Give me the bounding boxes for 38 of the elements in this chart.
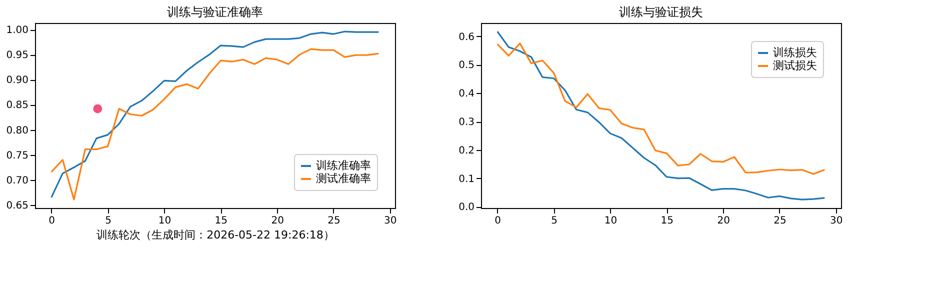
- legend-label: 测试损失: [773, 59, 817, 72]
- chart-title: 训练与验证损失: [619, 5, 703, 19]
- x-tick-label: 10: [604, 216, 618, 226]
- x-tick-label: 0: [48, 216, 56, 226]
- chart-title: 训练与验证准确率: [167, 5, 263, 19]
- y-tick-label: 0.2: [458, 145, 474, 156]
- y-tick-label: 0.4: [458, 88, 474, 100]
- x-tick-label: 20: [271, 216, 284, 226]
- x-tick-label: 30: [384, 216, 397, 226]
- x-axis-title: 训练轮次（生成时间：2026-05-22 19:26:18）: [96, 228, 334, 242]
- y-tick-label: 0.75: [6, 150, 28, 162]
- y-tick-label: 0.3: [458, 117, 474, 128]
- y-tick-label: 0.90: [6, 75, 28, 86]
- legend-label: 训练损失: [773, 46, 817, 59]
- legend-label: 训练准确率: [316, 159, 371, 172]
- y-tick-label: 0.5: [458, 60, 474, 72]
- x-tick-label: 5: [551, 216, 558, 226]
- y-tick-label: 0.70: [6, 175, 28, 186]
- x-tick-label: 10: [158, 216, 172, 226]
- x-tick-label: 15: [660, 216, 674, 226]
- y-tick-label: 0.6: [458, 32, 474, 43]
- x-tick-label: 20: [717, 216, 730, 226]
- y-tick-label: 1.00: [6, 25, 28, 36]
- x-tick-label: 0: [494, 216, 502, 226]
- y-tick-label: 0.0: [458, 202, 474, 214]
- x-tick-label: 30: [830, 216, 843, 226]
- y-tick-label: 0.65: [6, 200, 28, 212]
- x-tick-label: 5: [105, 216, 112, 226]
- x-tick-label: 25: [774, 216, 786, 226]
- y-tick-label: 0.85: [6, 100, 28, 112]
- line-series: [496, 30, 826, 200]
- x-tick-label: 25: [328, 216, 340, 226]
- y-tick-label: 0.80: [6, 125, 28, 136]
- legend-label: 测试准确率: [316, 172, 371, 185]
- x-tick-label: 15: [214, 216, 228, 226]
- line-series: [496, 42, 826, 175]
- y-tick-label: 0.95: [6, 50, 28, 62]
- y-tick-label: 0.1: [458, 174, 474, 185]
